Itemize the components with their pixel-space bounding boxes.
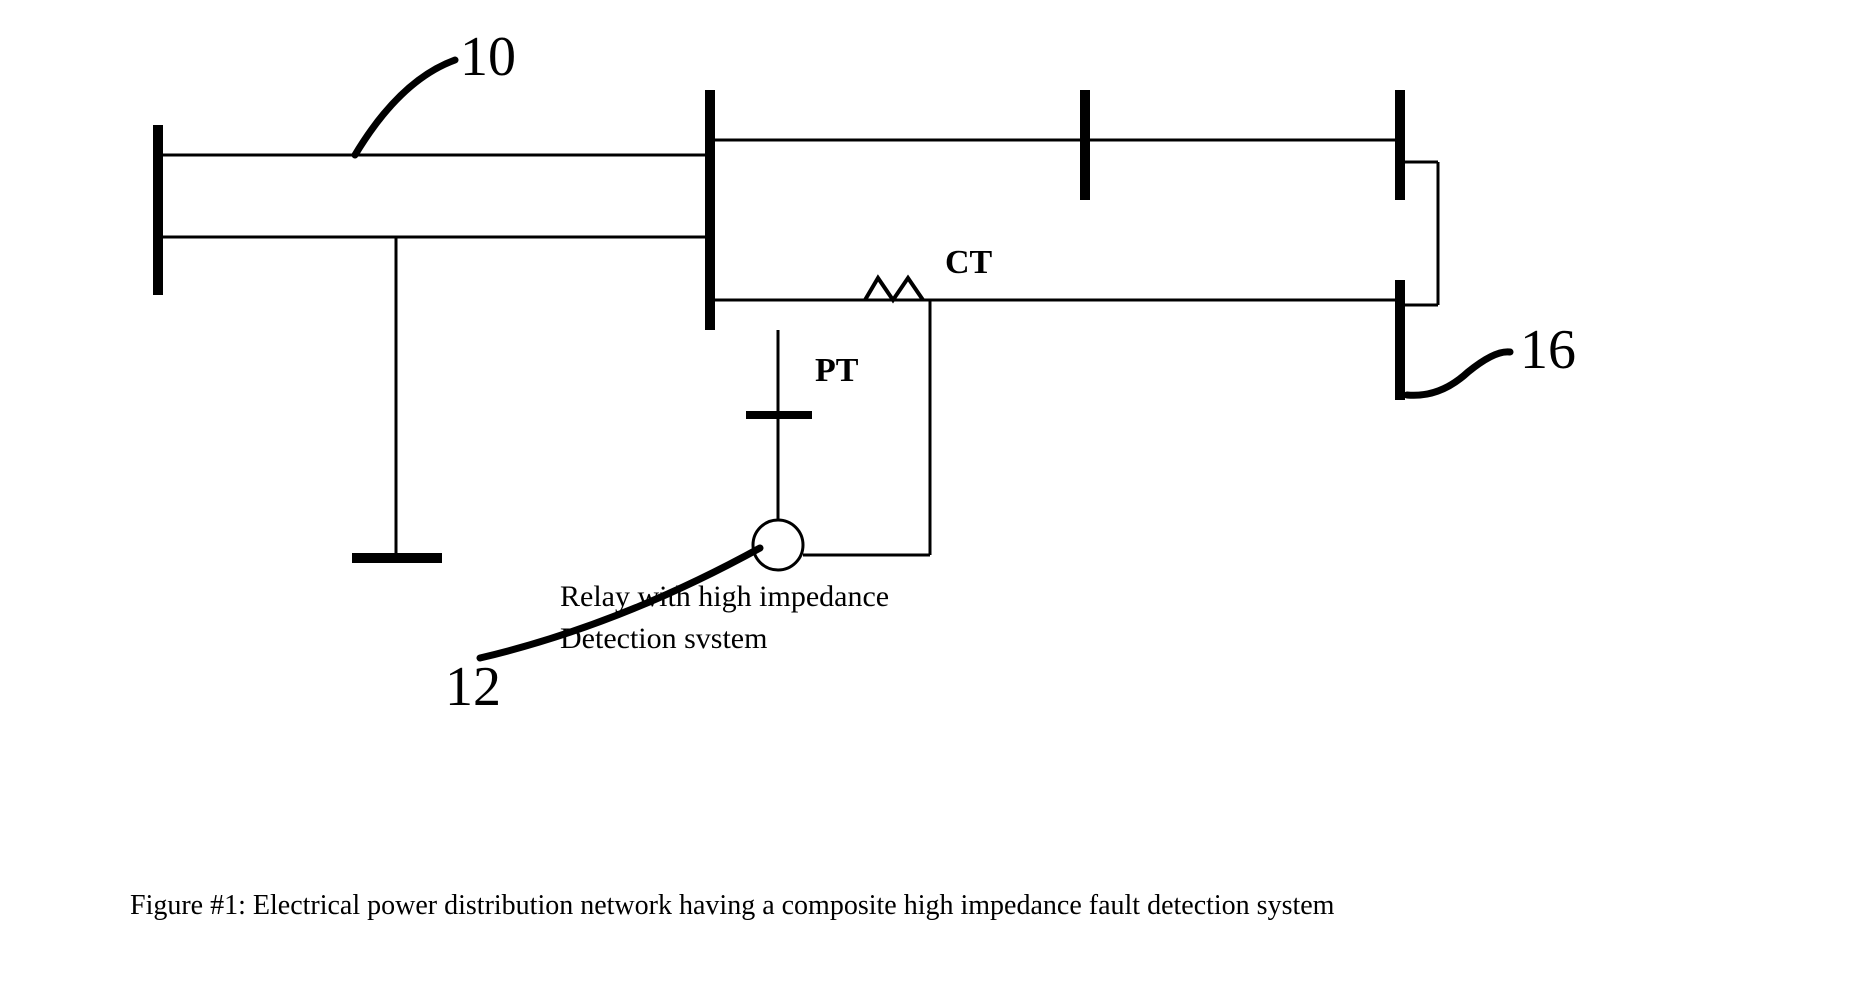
relay-label-line2: Detection svstem [560, 622, 767, 656]
figure-caption: Figure #1: Electrical power distribution… [130, 890, 1334, 922]
ref16-curve [1407, 352, 1510, 395]
pt-label: PT [815, 352, 858, 390]
ct-zigzag-icon [865, 278, 923, 300]
ref-10-label: 10 [460, 25, 516, 89]
circuit-svg [0, 0, 1869, 996]
diagram-container: CT PT Relay with high impedance Detectio… [0, 0, 1869, 996]
ref-12-label: 12 [445, 655, 501, 719]
hand-curves [355, 60, 1510, 658]
ref10-curve [355, 60, 455, 155]
ct-label: CT [945, 244, 992, 282]
wire-group [158, 140, 1438, 558]
ref-16-label: 16 [1520, 318, 1576, 382]
relay-label-line1: Relay with high impedance [560, 580, 889, 614]
